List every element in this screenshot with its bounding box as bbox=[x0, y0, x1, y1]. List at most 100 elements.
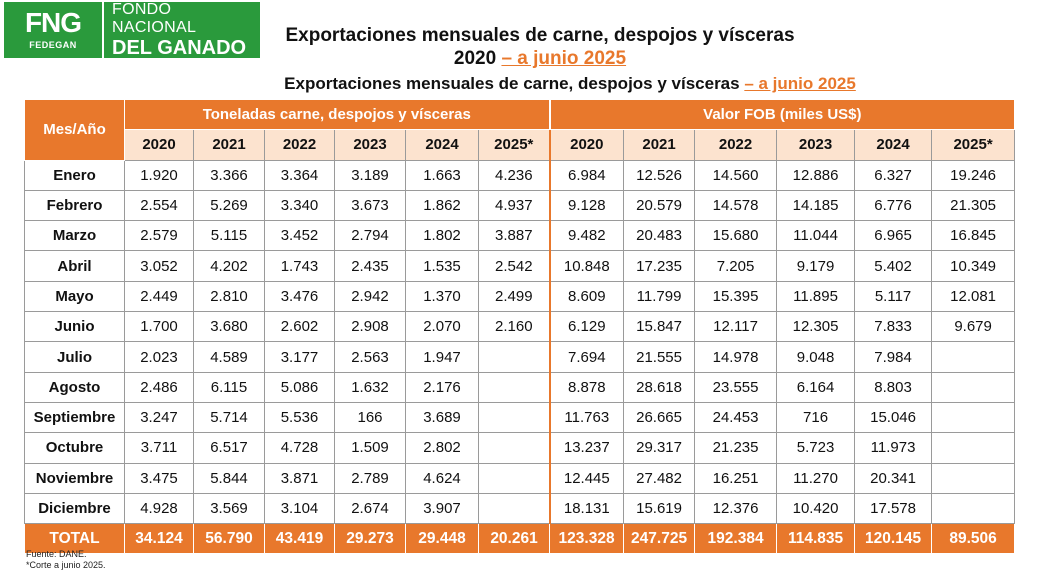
fob-value-cell bbox=[931, 432, 1016, 464]
total-fob-cell: 192.384 bbox=[694, 523, 778, 555]
tons-value-cell bbox=[477, 492, 551, 525]
fob-value-cell: 5.723 bbox=[776, 432, 856, 464]
total-row: TOTAL 34.124 56.790 43.419 29.273 29.448 20.26… bbox=[24, 523, 1016, 555]
tons-value-cell: 3.052 bbox=[124, 250, 194, 282]
tons-value-cell: 5.269 bbox=[193, 189, 265, 222]
table-title-prefix: Exportaciones mensuales de carne, despoj… bbox=[284, 74, 745, 93]
fob-value-cell: 17.578 bbox=[854, 492, 933, 525]
fob-value-cell bbox=[931, 401, 1016, 434]
tons-value-cell: 2.810 bbox=[193, 280, 265, 313]
fng-logo: FNG FEDEGAN FONDO NACIONAL DEL GANADO bbox=[4, 1, 260, 59]
tons-value-cell bbox=[477, 371, 551, 403]
fob-value-cell: 21.305 bbox=[931, 189, 1016, 222]
tons-value-cell: 3.689 bbox=[405, 401, 479, 434]
tons-value-cell: 3.104 bbox=[264, 492, 335, 525]
tons-value-cell: 2.486 bbox=[124, 371, 194, 403]
tons-value-cell: 3.189 bbox=[334, 159, 406, 191]
table-row: Enero 1.920 3.366 3.364 3.189 1.663 4.236 6.984… bbox=[24, 159, 1016, 191]
tons-value-cell: 1.947 bbox=[405, 341, 479, 373]
fob-value-cell: 6.327 bbox=[854, 159, 933, 191]
fob-value-cell: 6.984 bbox=[549, 159, 625, 191]
tons-value-cell: 4.928 bbox=[124, 492, 194, 525]
table-row: Abril 3.052 4.202 1.743 2.435 1.535 2.542 10.84… bbox=[24, 250, 1016, 282]
year-header-tons-0: 2020 bbox=[124, 129, 194, 161]
month-cell: Marzo bbox=[24, 220, 125, 252]
title-line2-prefix: 2020 bbox=[453, 48, 502, 69]
total-fob-cell: 247.725 bbox=[623, 523, 696, 555]
tons-value-cell: 4.589 bbox=[193, 341, 265, 373]
tons-value-cell: 2.942 bbox=[334, 280, 406, 313]
tons-value-cell: 3.366 bbox=[193, 159, 265, 191]
fob-value-cell: 14.578 bbox=[694, 189, 778, 222]
table-title-highlight: – a junio 2025 bbox=[744, 74, 856, 93]
fob-value-cell: 12.445 bbox=[549, 462, 625, 494]
fob-value-cell: 12.305 bbox=[776, 311, 856, 343]
fob-value-cell: 11.044 bbox=[776, 220, 856, 252]
tons-value-cell: 2.542 bbox=[477, 250, 551, 282]
tons-value-cell: 2.802 bbox=[405, 432, 479, 464]
table-row: Julio 2.023 4.589 3.177 2.563 1.947 7.694 21.55… bbox=[24, 341, 1016, 373]
tons-value-cell: 3.340 bbox=[264, 189, 335, 222]
fob-value-cell: 9.128 bbox=[549, 189, 625, 222]
fob-value-cell: 6.965 bbox=[854, 220, 933, 252]
fob-value-cell: 18.131 bbox=[549, 492, 625, 525]
year-header-tons-1: 2021 bbox=[193, 129, 265, 161]
tons-value-cell: 5.086 bbox=[264, 371, 335, 403]
fob-value-cell bbox=[931, 492, 1016, 525]
tons-value-cell: 4.937 bbox=[477, 189, 551, 222]
tons-value-cell: 1.663 bbox=[405, 159, 479, 191]
fob-value-cell: 29.317 bbox=[623, 432, 696, 464]
month-cell: Abril bbox=[24, 250, 125, 282]
fob-value-cell bbox=[931, 371, 1016, 403]
fob-value-cell: 9.179 bbox=[776, 250, 856, 282]
fob-value-cell: 8.803 bbox=[854, 371, 933, 403]
fob-value-cell: 20.579 bbox=[623, 189, 696, 222]
logo-line1: FONDO NACIONAL bbox=[112, 1, 197, 36]
tons-value-cell: 1.509 bbox=[334, 432, 406, 464]
year-header-fob-0: 2020 bbox=[549, 129, 625, 161]
fob-value-cell: 12.526 bbox=[623, 159, 696, 191]
table-row: Febrero 2.554 5.269 3.340 3.673 1.862 4.937 9.1… bbox=[24, 189, 1016, 222]
fob-value-cell: 28.618 bbox=[623, 371, 696, 403]
fob-value-cell: 15.395 bbox=[694, 280, 778, 313]
tons-value-cell: 3.452 bbox=[264, 220, 335, 252]
total-fob-cell: 123.328 bbox=[549, 523, 625, 555]
table-title: Exportaciones mensuales de carne, despoj… bbox=[230, 74, 910, 94]
total-label: TOTAL bbox=[24, 523, 125, 555]
year-header-fob-3: 2023 bbox=[776, 129, 856, 161]
tons-value-cell: 1.802 bbox=[405, 220, 479, 252]
month-cell: Junio bbox=[24, 311, 125, 343]
tons-value-cell: 3.673 bbox=[334, 189, 406, 222]
cutoff-note: *Corte a junio 2025. bbox=[26, 560, 106, 570]
tons-value-cell: 5.536 bbox=[264, 401, 335, 434]
mes-header: Mes/Año bbox=[24, 99, 125, 161]
logo-letters: FNG bbox=[24, 7, 82, 38]
total-tons-cell: 20.261 bbox=[477, 523, 551, 555]
fob-value-cell: 17.235 bbox=[623, 250, 696, 282]
month-cell: Noviembre bbox=[24, 462, 125, 494]
month-cell: Septiembre bbox=[24, 401, 125, 434]
fob-value-cell: 6.129 bbox=[549, 311, 625, 343]
tons-value-cell: 3.680 bbox=[193, 311, 265, 343]
fob-value-cell: 14.560 bbox=[694, 159, 778, 191]
tons-value-cell: 4.624 bbox=[405, 462, 479, 494]
fob-value-cell: 16.845 bbox=[931, 220, 1016, 252]
total-tons-cell: 34.124 bbox=[124, 523, 194, 555]
fob-value-cell: 10.349 bbox=[931, 250, 1016, 282]
table-row: Noviembre 3.475 5.844 3.871 2.789 4.624 12.445… bbox=[24, 462, 1016, 494]
fob-value-cell: 9.048 bbox=[776, 341, 856, 373]
fob-value-cell: 7.984 bbox=[854, 341, 933, 373]
fob-value-cell: 14.185 bbox=[776, 189, 856, 222]
tons-value-cell: 2.908 bbox=[334, 311, 406, 343]
tons-value-cell: 4.728 bbox=[264, 432, 335, 464]
tons-value-cell bbox=[477, 462, 551, 494]
month-cell: Febrero bbox=[24, 189, 125, 222]
tons-value-cell: 2.176 bbox=[405, 371, 479, 403]
fob-value-cell: 12.376 bbox=[694, 492, 778, 525]
logo-mark: FNG FEDEGAN bbox=[4, 2, 104, 58]
fob-value-cell: 16.251 bbox=[694, 462, 778, 494]
fob-value-cell: 7.833 bbox=[854, 311, 933, 343]
fob-value-cell: 20.341 bbox=[854, 462, 933, 494]
title-line2: 2020 – a junio 2025 bbox=[280, 47, 800, 70]
group-header-row: Mes/Año Toneladas carne, despojos y vísc… bbox=[24, 98, 1016, 161]
